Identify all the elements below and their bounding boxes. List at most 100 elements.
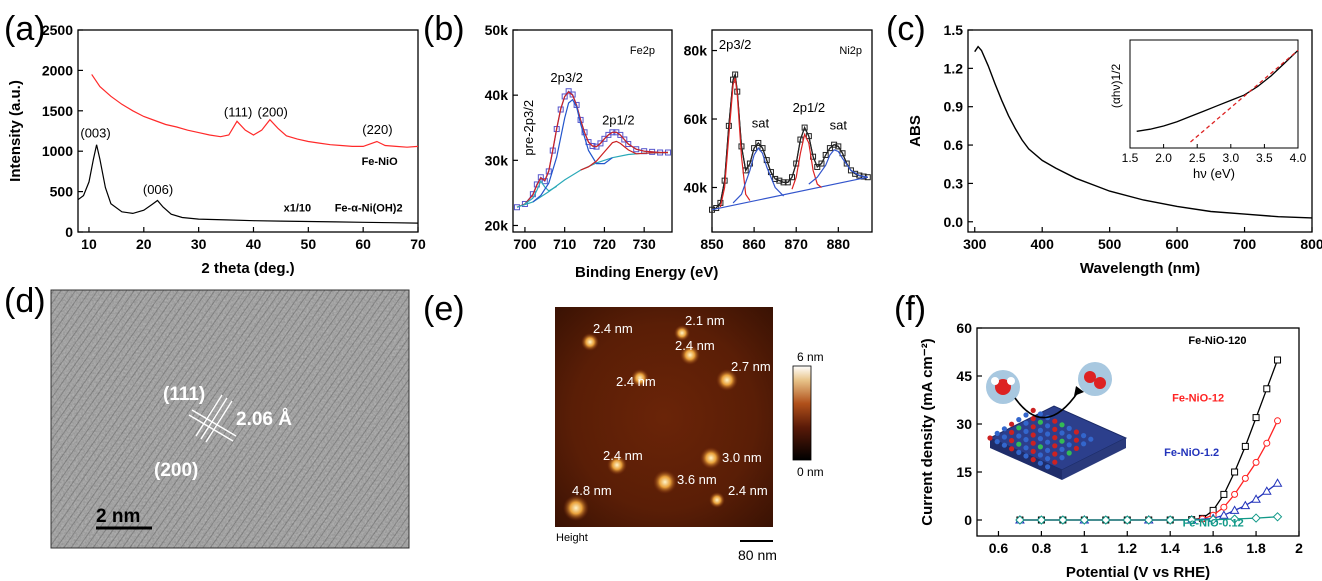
y-tick-label-f-1: 15: [956, 464, 972, 480]
y-tick-label-a-3: 1500: [42, 103, 73, 119]
point-b1-0-12: [569, 91, 576, 98]
x-tick-label-f-2: 1: [1080, 540, 1088, 556]
annotation-b1-1: 2p3/2: [550, 70, 583, 85]
slab-atom-15: [1037, 452, 1043, 458]
slab-atom-1: [994, 439, 1000, 445]
point-b2-0-11: [751, 145, 758, 152]
point-f-3-9: [1208, 514, 1218, 525]
point-b2-0-34: [847, 167, 854, 174]
point-b1-0-10: [561, 93, 568, 100]
panel-label-c: (c): [886, 10, 926, 48]
lattice-spacing-label: 2.06 Å: [236, 409, 292, 430]
point-f-3-2: [1058, 515, 1068, 525]
afm-particle-5: 2.4 nm: [616, 374, 656, 389]
point-b1-0-0: [513, 204, 520, 211]
y-tick-label-a-2: 1000: [42, 143, 73, 159]
plot-frame-b2: [711, 29, 873, 233]
point-f-1-10: [1263, 439, 1271, 447]
y-tick-label-b1-0: 20k: [485, 217, 509, 233]
annotation-a-0: (003): [80, 125, 110, 140]
y-tick-label-f-4: 60: [956, 320, 972, 336]
x-tick-label-f-4: 1.4: [1160, 540, 1180, 556]
slab-atom-33: [1052, 443, 1058, 449]
slab-atom-59: [1066, 425, 1072, 431]
point-b1-0-5: [541, 178, 548, 185]
afm-particle-10: 2.4 nm: [728, 483, 768, 498]
point-f-2-8: [1251, 494, 1261, 503]
slab-atom-55: [1037, 411, 1043, 417]
scale-bar-d-label: 2 nm: [96, 506, 140, 527]
point-b2-0-29: [826, 145, 833, 152]
slab-atom-32: [1045, 439, 1051, 445]
point-f-3-11: [1251, 513, 1261, 523]
panel-label-d: (d): [4, 282, 46, 320]
point-f-1-11: [1274, 417, 1282, 425]
x-tick-label-b1-1: 710: [553, 236, 577, 252]
y-tick-label-c-3: 0.9: [944, 99, 964, 115]
x-tick-label-a-6: 70: [410, 236, 426, 252]
annotation-f-2: Fe-NiO-1.2: [1164, 447, 1219, 459]
afm-blob-6: [700, 447, 722, 469]
y-tick-label-a-0: 0: [65, 224, 73, 240]
slab-atom-42: [1059, 438, 1065, 444]
slab-atom-27: [1009, 421, 1015, 427]
slab-atom-53: [1081, 441, 1087, 447]
slab-atom-16: [1045, 456, 1051, 462]
slab-atom-3: [1009, 446, 1015, 452]
afm-height-label: Height: [556, 532, 588, 544]
y-tick-label-c-2: 0.6: [944, 137, 964, 153]
x-tick-label-a-5: 60: [355, 236, 371, 252]
annotation-a-7: Fe-α-Ni(OH)2: [335, 202, 403, 214]
slab-atom-58: [1059, 422, 1065, 428]
chart-b1-title: Fe2p: [630, 45, 655, 57]
slab-atom-8: [1045, 464, 1051, 470]
x-tick-label-f-7: 2: [1295, 540, 1303, 556]
panel-f-inset-illustration: [986, 362, 1128, 480]
colorbar-min: 0 nm: [797, 465, 824, 479]
annotation-b2-2: 2p1/2: [793, 100, 826, 115]
chart-b-xlabel: Binding Energy (eV): [575, 264, 718, 281]
slab-atom-61: [1081, 433, 1087, 439]
point-f-3-5: [1122, 515, 1132, 525]
plot-frame-c: [967, 29, 1313, 233]
chart-b-ni2p-xps: 850 860 870 880 40k 60k 80k 2p3/2 sat 2p1/2 sat Ni2…: [684, 29, 873, 252]
chart-c-ylabel: ABS: [907, 115, 924, 147]
point-f-0-11: [1220, 490, 1228, 498]
slab-atom-4: [1016, 449, 1022, 455]
point-f-0-15: [1263, 385, 1271, 393]
plot-frame-b1: [512, 29, 673, 233]
y-tick-label-c-0: 0.0: [944, 214, 964, 230]
chart-a-ylabel: Intensity (a.u.): [7, 80, 24, 182]
point-f-0-12: [1231, 468, 1239, 476]
y-tick-label-b1-2: 40k: [485, 87, 509, 103]
series-b2-1: [711, 72, 868, 211]
y-tick-label-a-4: 2000: [42, 62, 73, 78]
x-tick-label-a-2: 30: [191, 236, 207, 252]
slab-atom-5: [1023, 453, 1029, 459]
afm-particle-2: 2.4 nm: [593, 321, 633, 336]
slab-atom-54: [1030, 407, 1036, 413]
series-c-0: [974, 45, 1313, 219]
series-b1-4: [532, 98, 613, 203]
x-tick-label-f-5: 1.6: [1203, 540, 1223, 556]
x-tick-label-f-3: 1.2: [1118, 540, 1138, 556]
series-a-0: [91, 74, 419, 148]
series-b1-3: [524, 179, 557, 205]
point-b1-0-19: [597, 140, 604, 147]
slab-atom-25: [1052, 451, 1058, 457]
slab-atom-44: [1073, 445, 1079, 451]
colorbar-max: 6 nm: [797, 350, 824, 364]
chart-b-fe2p-xps: 700 710 720 730 20k 30k 40k 50k pre-2p3/2 2p3/2 2p…: [485, 22, 673, 252]
y-tick-label-b1-3: 50k: [485, 22, 509, 38]
slab-atom-13: [1023, 445, 1029, 451]
inset-xtick-label-3: 3.0: [1222, 151, 1239, 165]
point-b1-0-20: [601, 135, 608, 142]
point-f-0-13: [1241, 442, 1249, 450]
point-f-3-7: [1165, 515, 1175, 525]
slab-atom-41: [1052, 435, 1058, 441]
point-f-2-9: [1261, 486, 1272, 495]
afm-particle-9: 4.8 nm: [572, 483, 612, 498]
point-b1-0-26: [625, 141, 632, 148]
y-tick-label-f-2: 30: [956, 416, 972, 432]
series-b1-5: [580, 140, 669, 171]
